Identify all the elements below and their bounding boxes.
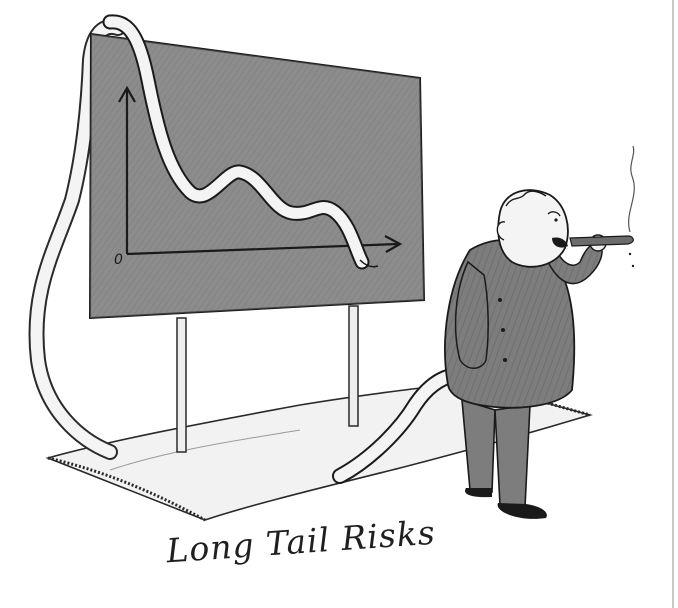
axis-origin-label: 0 [114,252,123,268]
man-figure [444,145,635,519]
tail-curve [102,14,379,270]
board-stands [176,305,359,453]
tail-on-rug [332,367,463,484]
